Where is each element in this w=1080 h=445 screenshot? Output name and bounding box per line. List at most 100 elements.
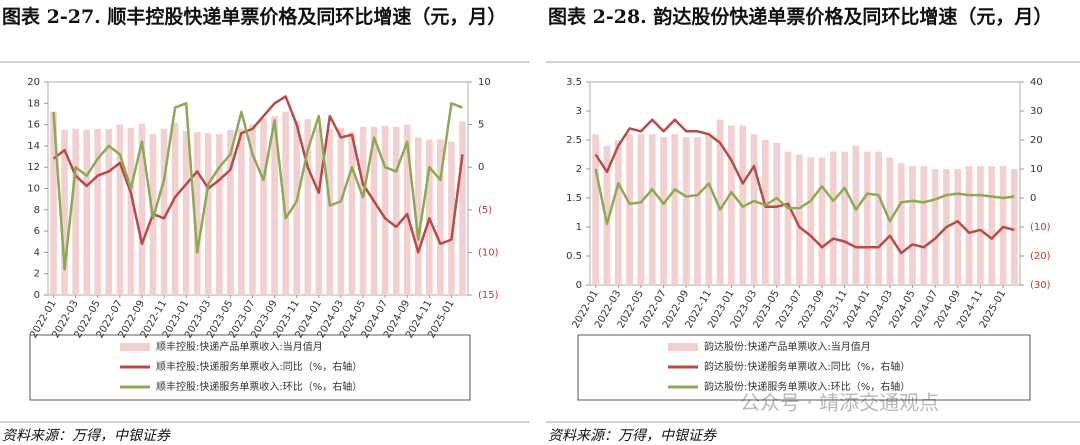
- y-tick-label: 0: [34, 290, 40, 301]
- bar: [988, 166, 996, 285]
- source-note: 资料来源：万得，中银证券: [2, 428, 170, 444]
- y2-tick-label: 30: [1030, 106, 1043, 117]
- bar: [841, 151, 848, 285]
- bar: [875, 151, 882, 285]
- bar: [750, 134, 758, 285]
- bar: [337, 127, 345, 295]
- bar: [977, 166, 984, 285]
- bar: [954, 169, 962, 285]
- source-note: 资料来源：万得，中银证券: [548, 428, 716, 444]
- y-tick-label: 3: [576, 106, 582, 117]
- bar: [852, 145, 860, 285]
- bar: [705, 134, 713, 285]
- y2-tick-label: (15): [478, 290, 499, 301]
- y2-tick-label: 20: [1030, 135, 1043, 146]
- bar: [315, 126, 323, 295]
- bar: [459, 121, 466, 295]
- bar: [293, 121, 300, 295]
- line-series: [52, 102, 463, 271]
- bar: [392, 126, 400, 295]
- bar: [227, 129, 234, 295]
- bar: [381, 125, 389, 295]
- bar: [773, 142, 781, 285]
- bar: [105, 128, 113, 295]
- bar: [795, 154, 803, 285]
- line-series: [52, 95, 464, 254]
- bar: [999, 166, 1007, 285]
- bar: [603, 145, 611, 285]
- y2-tick-label: (20): [1030, 251, 1051, 262]
- bar: [116, 124, 124, 295]
- bar: [762, 140, 769, 285]
- y2-tick-label: (5): [478, 205, 492, 216]
- chart-title: 图表 2-27. 顺丰控股快递单票价格及同环比增速（元，月）: [2, 6, 507, 28]
- bar: [626, 134, 633, 285]
- bar: [138, 123, 146, 295]
- bar: [648, 134, 656, 285]
- bar: [716, 119, 724, 285]
- bar: [682, 137, 690, 285]
- bar: [897, 163, 905, 285]
- legend-label: 顺丰控股:快递服务单票收入:环比（%，右轴）: [156, 380, 362, 393]
- bar: [249, 124, 256, 295]
- bar: [61, 129, 68, 295]
- bar: [72, 128, 79, 295]
- bar: [171, 122, 179, 295]
- y2-tick-label: (30): [1030, 280, 1051, 291]
- y-tick-label: 10: [27, 184, 40, 195]
- y-tick-label: 2.5: [566, 135, 582, 146]
- y2-tick-label: 10: [478, 77, 491, 88]
- chart-title: 图表 2-28. 韵达股份快递单票价格及同环比增速（元，月）: [548, 6, 1053, 28]
- legend-box: [577, 334, 1031, 401]
- y2-tick-label: (10): [478, 247, 499, 258]
- bar: [920, 166, 928, 285]
- line-series: [594, 168, 1015, 226]
- bar: [614, 140, 622, 285]
- bar: [370, 126, 378, 295]
- y-tick-label: 14: [27, 141, 40, 152]
- y-tick-label: 18: [27, 98, 40, 109]
- legend-label: 韵达股份:快递产品单票收入:当月值月: [704, 340, 871, 353]
- bar: [182, 130, 190, 295]
- y-tick-label: 2: [34, 269, 40, 280]
- legend-swatch: [668, 343, 698, 351]
- bar: [403, 124, 411, 295]
- line-series: [594, 118, 1015, 255]
- bar: [359, 126, 367, 295]
- y2-tick-label: 0: [478, 162, 484, 173]
- plot-frame: [589, 81, 1021, 286]
- y-tick-label: 1: [576, 222, 582, 233]
- bar: [965, 166, 973, 285]
- bar: [909, 166, 916, 285]
- bar: [728, 125, 735, 285]
- bar: [50, 111, 57, 295]
- y-tick-label: 0.5: [566, 251, 582, 262]
- legend-label: 韵达股份:快递服务单票收入:环比（%，右轴）: [704, 380, 910, 393]
- legend-label: 顺丰控股:快递服务单票收入:同比（%，右轴）: [156, 360, 362, 373]
- bar: [931, 169, 939, 285]
- y-tick-label: 0: [576, 280, 582, 291]
- bar: [94, 128, 102, 295]
- bar: [271, 116, 278, 295]
- y-tick-label: 2: [576, 164, 582, 175]
- bar: [160, 128, 168, 295]
- y2-tick-label: (10): [1030, 222, 1051, 233]
- y2-tick-label: 5: [478, 120, 484, 131]
- legend-label: 韵达股份:快递服务单票收入:同比（%，右轴）: [704, 360, 910, 373]
- bar: [204, 133, 212, 295]
- y-tick-label: 20: [27, 77, 40, 88]
- y-tick-label: 6: [34, 226, 40, 237]
- bar: [216, 134, 223, 295]
- bar: [818, 157, 826, 285]
- legend-box: [29, 334, 471, 401]
- y-tick-label: 16: [27, 120, 40, 131]
- y-tick-label: 3.5: [566, 77, 582, 88]
- bar: [637, 134, 645, 285]
- legend-label: 顺丰控股:快递产品单票收入:当月值月: [156, 340, 323, 353]
- bar: [829, 151, 837, 285]
- bar: [304, 119, 312, 296]
- bar: [414, 137, 422, 295]
- bar: [83, 129, 90, 295]
